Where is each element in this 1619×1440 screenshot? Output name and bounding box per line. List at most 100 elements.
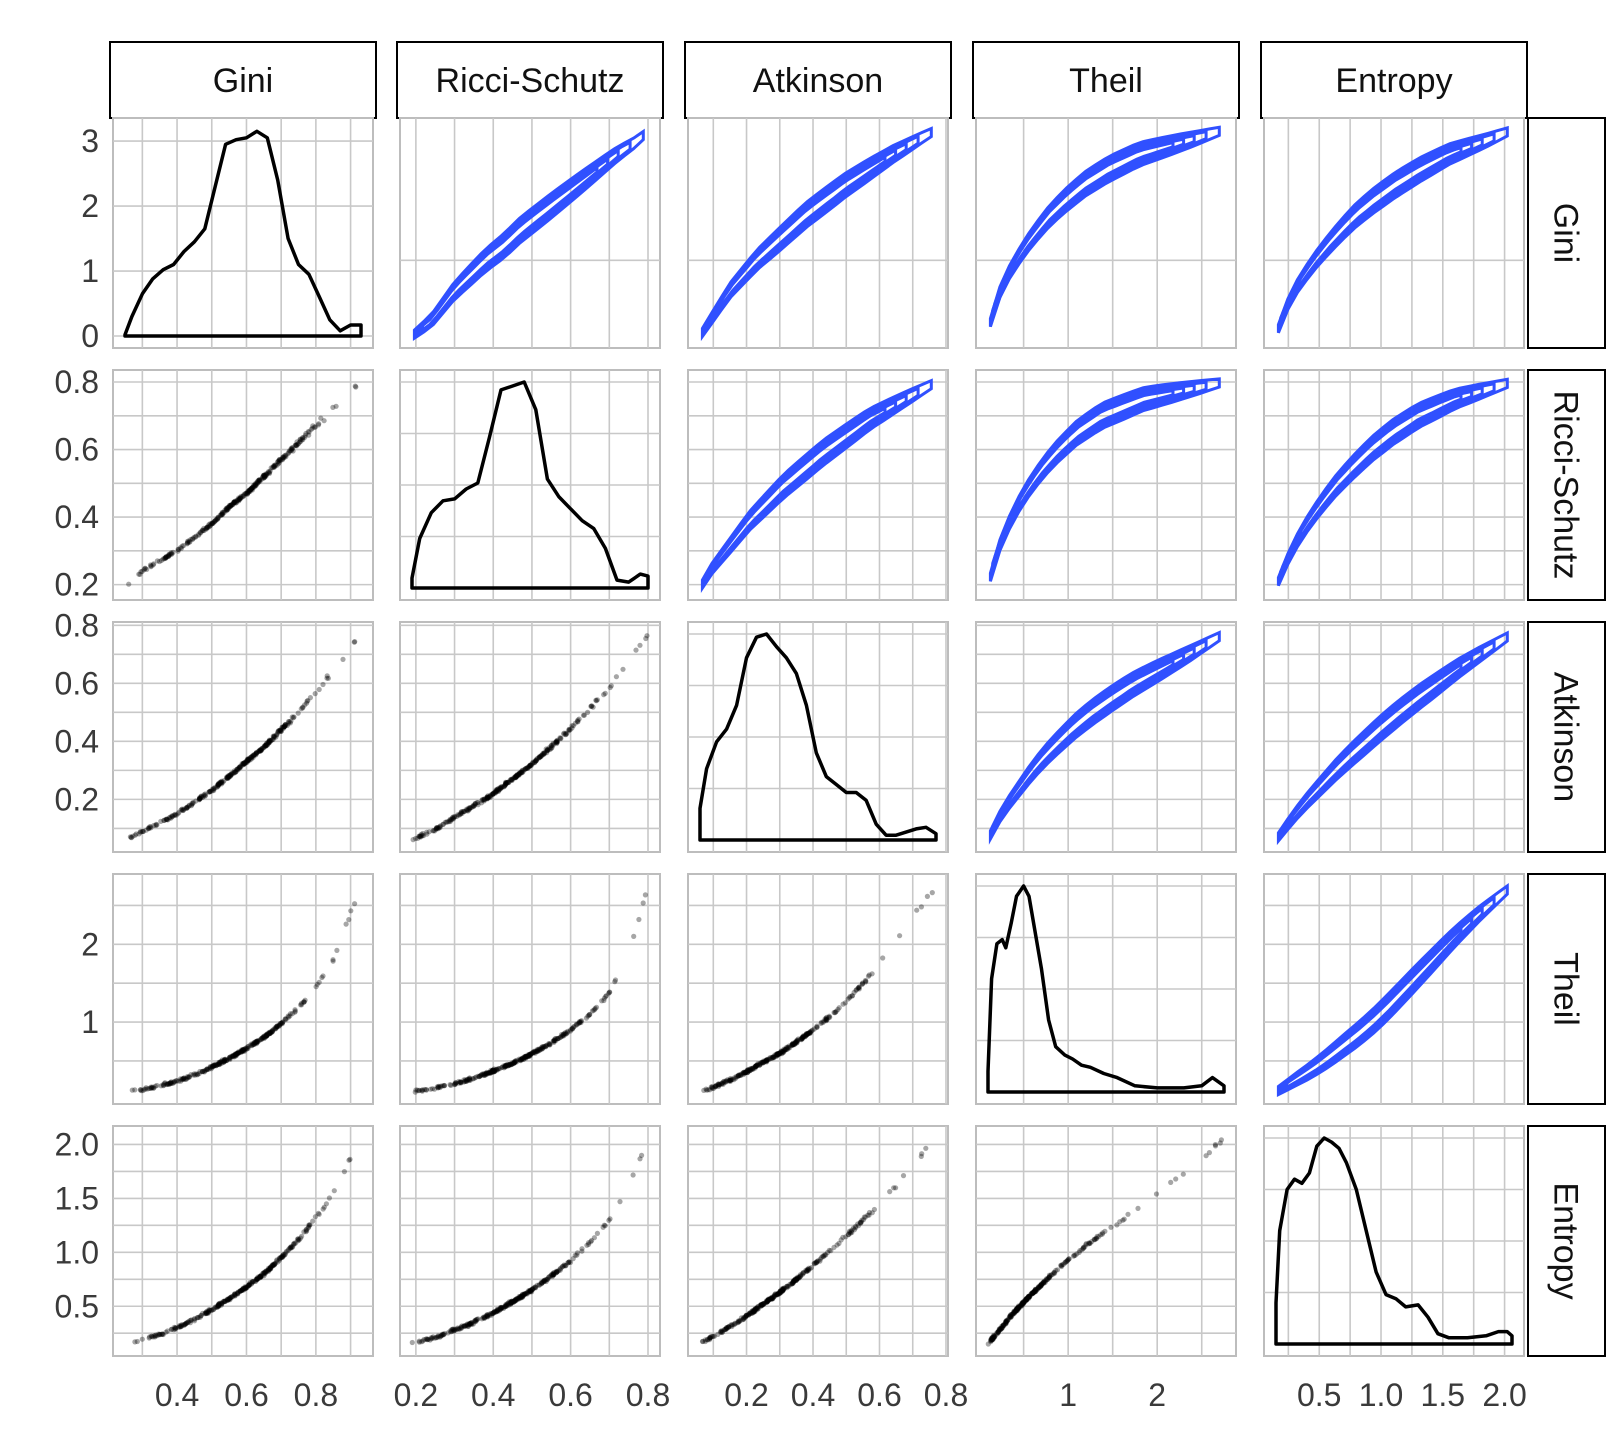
scatter-point bbox=[243, 1045, 249, 1051]
scatter-point bbox=[1019, 1300, 1025, 1306]
scatter-point bbox=[177, 1324, 183, 1330]
scatter-point bbox=[236, 765, 243, 771]
scatter-point bbox=[222, 1056, 228, 1062]
scatter-point bbox=[225, 774, 231, 780]
scatter-point bbox=[244, 759, 250, 765]
scatter-point bbox=[209, 788, 215, 794]
scatter-point bbox=[245, 756, 251, 762]
scatter-point bbox=[219, 781, 225, 787]
scatter-point bbox=[466, 806, 472, 812]
scatter-point bbox=[245, 1044, 251, 1050]
scatter-point bbox=[534, 1048, 540, 1054]
scatter-point bbox=[494, 787, 500, 793]
scatter-point bbox=[191, 534, 197, 541]
scatter-point bbox=[170, 549, 176, 555]
scatter-point bbox=[526, 764, 533, 770]
scatter-point bbox=[486, 794, 492, 800]
scatter-point bbox=[279, 456, 285, 462]
scatter-point bbox=[1125, 1211, 1131, 1217]
scatter-point bbox=[247, 1281, 253, 1287]
scatter-point bbox=[306, 432, 312, 438]
scatter-point bbox=[485, 793, 491, 799]
scatter-point bbox=[554, 739, 560, 745]
scatter-point bbox=[235, 1050, 241, 1056]
scatter-point bbox=[247, 1042, 253, 1048]
scatter-point bbox=[265, 470, 271, 476]
y-tick-label: 0.2 bbox=[55, 567, 99, 603]
scatter-point bbox=[502, 782, 508, 788]
scatter-point bbox=[234, 766, 240, 772]
scatter-point bbox=[184, 540, 190, 546]
scatter-point bbox=[733, 1074, 739, 1080]
scatter-point bbox=[521, 1056, 527, 1062]
scatter-point bbox=[484, 1312, 490, 1318]
scatter-point bbox=[245, 490, 251, 496]
scatter-point bbox=[248, 486, 254, 492]
scatter-point bbox=[139, 1336, 145, 1342]
column-strip-label-entropy: Entropy bbox=[1335, 62, 1452, 100]
row-strip-label-gini: Gini bbox=[1547, 203, 1585, 263]
y-tick-label: 1.0 bbox=[55, 1234, 99, 1270]
scatter-point bbox=[165, 817, 171, 823]
scatter-point bbox=[472, 800, 478, 807]
row-strip-label-atkinson: Atkinson bbox=[1547, 672, 1585, 802]
scatter-point bbox=[281, 453, 287, 459]
scatter-point bbox=[231, 499, 237, 505]
scatter-point bbox=[261, 472, 267, 478]
scatter-point bbox=[565, 1029, 571, 1035]
scatter-point bbox=[293, 442, 299, 448]
scatter-point bbox=[136, 831, 142, 837]
panel-entropy-gini bbox=[112, 1125, 374, 1357]
scatter-point bbox=[287, 448, 293, 454]
scatter-point bbox=[272, 462, 278, 468]
scatter-point bbox=[166, 1081, 172, 1087]
scatter-point bbox=[172, 812, 178, 818]
scatter-point bbox=[471, 803, 477, 809]
scatter-point bbox=[255, 1276, 261, 1282]
scatter-point bbox=[228, 502, 234, 508]
scatter-point bbox=[252, 482, 259, 488]
scatter-point bbox=[464, 808, 470, 814]
scatter-point bbox=[241, 1048, 247, 1054]
scatter-point bbox=[257, 477, 263, 483]
scatter-point bbox=[551, 1039, 557, 1045]
scatter-point bbox=[287, 1011, 294, 1017]
scatter-point bbox=[215, 515, 221, 521]
scatter-point bbox=[432, 828, 438, 834]
scatter-point bbox=[249, 1042, 255, 1048]
scatter-point bbox=[544, 748, 550, 754]
scatter-point bbox=[486, 795, 492, 801]
scatter-point bbox=[178, 545, 184, 552]
scatter-point bbox=[220, 779, 226, 785]
scatter-point bbox=[485, 794, 491, 800]
scatter-point bbox=[306, 1222, 312, 1228]
scatter-point bbox=[516, 771, 522, 778]
scatter-point bbox=[138, 569, 144, 575]
scatter-point bbox=[523, 1055, 529, 1061]
scatter-point bbox=[174, 1078, 180, 1084]
scatter-point bbox=[224, 1058, 230, 1064]
scatter-point bbox=[224, 506, 230, 512]
scatter-point bbox=[215, 782, 221, 788]
scatter-point bbox=[223, 505, 229, 511]
scatter-point bbox=[234, 766, 240, 773]
scatter-point bbox=[161, 817, 167, 824]
scatter-point bbox=[218, 1059, 224, 1065]
scatter-point bbox=[234, 1050, 241, 1056]
scatter-point bbox=[221, 778, 227, 784]
scatter-point bbox=[132, 1339, 138, 1345]
scatter-point bbox=[504, 779, 510, 786]
scatter-point bbox=[232, 769, 239, 775]
scatter-point bbox=[474, 799, 480, 806]
scatter-point bbox=[241, 760, 247, 766]
scatter-point bbox=[459, 809, 465, 815]
scatter-point bbox=[523, 1053, 529, 1059]
scatter-point bbox=[158, 818, 164, 825]
scatter-point bbox=[201, 527, 207, 534]
scatter-point bbox=[254, 479, 260, 485]
scatter-point bbox=[242, 1048, 248, 1054]
scatter-point bbox=[262, 742, 269, 749]
scatter-point bbox=[206, 1066, 212, 1072]
panel-ricci-schutz-gini bbox=[112, 369, 374, 601]
scatter-point bbox=[553, 738, 560, 744]
